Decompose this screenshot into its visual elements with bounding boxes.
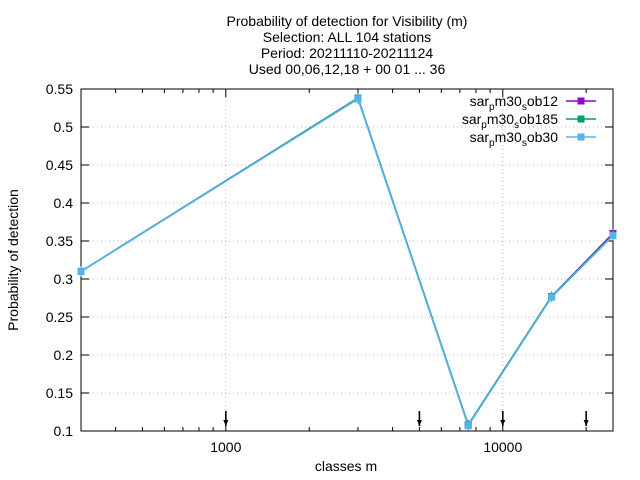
y-tick-label: 0.1	[54, 423, 74, 439]
legend-swatch-point-3	[577, 133, 585, 141]
legend-swatch-point-1	[577, 97, 585, 105]
legend-label-part: sar	[470, 93, 490, 109]
legend-swatch-point-2	[577, 115, 585, 123]
title-line-2: Selection: ALL 104 stations	[263, 29, 431, 45]
axis-ticks	[81, 88, 613, 432]
y-tick-labels: 0.1 0.15 0.2 0.25 0.3 0.35 0.4 0.45 0.5 0.55	[46, 81, 73, 439]
count-marker-head	[500, 420, 506, 426]
chart-title: Probability of detection for Visibility …	[227, 13, 468, 77]
count-marker-head	[223, 420, 229, 426]
x-axis-label: classes m	[315, 458, 377, 474]
legend-label-part: ob30	[527, 129, 558, 145]
legend-label-part: m30	[495, 129, 522, 145]
grid	[81, 89, 613, 431]
title-line-4: Used 00,06,12,18 + 00 01 ... 36	[249, 61, 446, 77]
x-tick-labels: 1000 10000	[210, 439, 522, 455]
x-tick-label: 10000	[483, 439, 522, 455]
y-tick-label: 0.5	[54, 119, 74, 135]
legend-label-part: s	[522, 102, 527, 113]
y-tick-label: 0.25	[46, 309, 73, 325]
title-line-1: Probability of detection for Visibility …	[227, 13, 468, 29]
legend-label-part: s	[522, 138, 527, 149]
legend-label-2: sarpm30sob185	[462, 111, 558, 131]
y-tick-label: 0.2	[54, 347, 74, 363]
legend-label-1: sarpm30sob12	[470, 93, 559, 113]
y-tick-label: 0.35	[46, 233, 73, 249]
legend-label-3: sarpm30sob30	[470, 129, 559, 149]
y-tick-label: 0.3	[54, 271, 74, 287]
y-tick-label: 0.4	[54, 195, 74, 211]
legend-label-part: ob12	[527, 93, 558, 109]
y-tick-label: 0.45	[46, 157, 73, 173]
legend-label-part: p	[481, 120, 487, 131]
legend-label-part: m30	[487, 111, 514, 127]
legend-label-part: sar	[470, 129, 490, 145]
x-tick-label: 1000	[210, 439, 241, 455]
plot-frame	[80, 88, 614, 432]
count-marker-head	[416, 420, 422, 426]
legend-label-part: ob185	[519, 111, 558, 127]
count-marker-head	[583, 420, 589, 426]
series-line-3	[80, 97, 614, 428]
legend-label-part: p	[489, 102, 495, 113]
legend-label-part: m30	[495, 93, 522, 109]
legend-label-part: s	[514, 120, 519, 131]
y-axis-label: Probability of detection	[5, 189, 21, 331]
series-line-2	[80, 96, 614, 427]
title-line-3: Period: 20211110-20211124	[261, 45, 434, 61]
y-tick-label: 0.15	[46, 385, 73, 401]
count-markers	[223, 411, 589, 426]
series-line-1	[80, 96, 614, 427]
legend-label-part: p	[489, 138, 495, 149]
series-lines	[77, 93, 617, 431]
y-tick-label: 0.55	[46, 81, 73, 97]
legend-label-part: sar	[462, 111, 482, 127]
